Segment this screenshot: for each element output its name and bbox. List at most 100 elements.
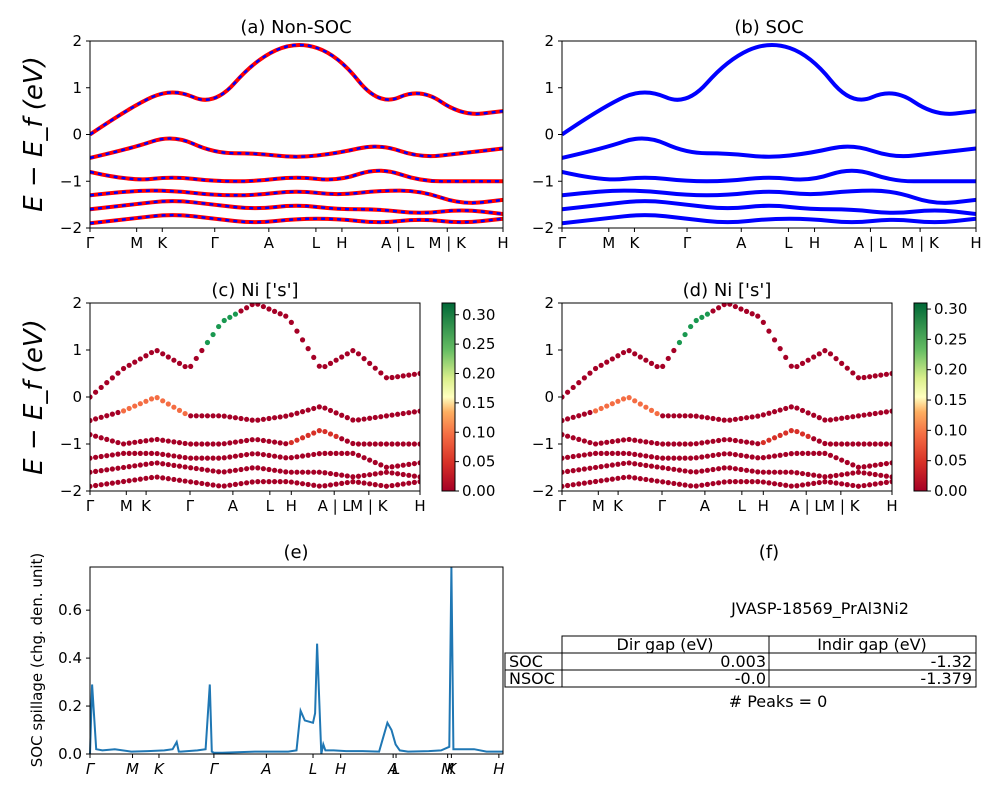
projection-point bbox=[760, 479, 766, 485]
projection-point bbox=[811, 412, 817, 418]
projection-point bbox=[361, 356, 367, 362]
x-tick-label: M bbox=[130, 234, 143, 252]
projection-point bbox=[294, 480, 300, 486]
projection-point bbox=[350, 348, 356, 354]
projection-point bbox=[727, 479, 733, 485]
projection-point bbox=[193, 355, 199, 362]
projection-point bbox=[738, 438, 744, 444]
projection-point bbox=[210, 468, 216, 474]
projection-point bbox=[620, 450, 627, 456]
projection-point bbox=[783, 405, 789, 412]
projection-point bbox=[732, 416, 738, 422]
projection-point bbox=[749, 454, 755, 460]
y-tick-label: 0 bbox=[72, 126, 82, 144]
y-tick-label: 1 bbox=[544, 341, 554, 359]
projection-point bbox=[682, 455, 688, 461]
projection-point bbox=[799, 407, 806, 414]
y-tick-label: 0.2 bbox=[58, 697, 82, 715]
projection-point bbox=[271, 467, 278, 473]
projection-point bbox=[615, 450, 621, 456]
projection-point bbox=[395, 463, 401, 469]
projection-point bbox=[777, 407, 783, 413]
projection-point bbox=[833, 356, 839, 362]
projection-point bbox=[777, 346, 783, 352]
projection-point bbox=[867, 441, 873, 447]
projection-point bbox=[176, 407, 183, 413]
projection-point bbox=[193, 455, 199, 461]
projection-point bbox=[305, 481, 311, 488]
projection-point bbox=[805, 433, 811, 439]
projection-point bbox=[581, 466, 587, 472]
projection-point bbox=[238, 308, 244, 314]
projection-point bbox=[400, 462, 406, 468]
projection-point bbox=[204, 413, 211, 419]
projection-point bbox=[576, 467, 582, 473]
projection-point bbox=[249, 479, 255, 485]
projection-point bbox=[316, 404, 322, 410]
projection-point bbox=[104, 481, 110, 487]
projection-point bbox=[333, 433, 339, 439]
projection-point bbox=[716, 437, 722, 444]
projection-point bbox=[878, 472, 884, 478]
x-tick-label: K bbox=[141, 497, 152, 515]
projection-point bbox=[727, 451, 733, 457]
projection-point bbox=[721, 417, 727, 423]
projection-point bbox=[822, 417, 828, 423]
projection-point bbox=[216, 483, 222, 489]
projection-point bbox=[576, 436, 582, 442]
projection-point bbox=[872, 481, 878, 487]
projection-point bbox=[592, 450, 599, 456]
projection-point bbox=[277, 440, 283, 446]
projection-point bbox=[383, 483, 390, 489]
projection-point bbox=[637, 452, 643, 458]
projection-point bbox=[311, 482, 317, 488]
projection-point bbox=[316, 451, 322, 457]
projection-point bbox=[361, 441, 367, 447]
projection-point bbox=[738, 306, 744, 312]
projection-point bbox=[867, 471, 873, 477]
projection-point bbox=[204, 467, 211, 473]
x-tick-label: A | L bbox=[790, 497, 824, 515]
projection-point bbox=[227, 468, 233, 474]
projection-point bbox=[232, 453, 239, 459]
projection-point bbox=[350, 417, 356, 423]
projection-point bbox=[760, 469, 766, 475]
projection-point bbox=[822, 474, 828, 480]
projection-point bbox=[171, 357, 177, 363]
projection-point bbox=[581, 411, 587, 417]
x-tick-label: A bbox=[260, 760, 271, 778]
projection-point bbox=[126, 362, 132, 368]
panel-c-colorbar-ticks: 0.00 0.05 0.10 0.15 0.20 0.25 0.30 bbox=[455, 306, 495, 500]
projection-point bbox=[221, 469, 227, 475]
projection-point bbox=[660, 441, 666, 447]
projection-point bbox=[400, 373, 406, 379]
projection-point bbox=[833, 480, 839, 486]
table-header-indir: Indir gap (eV) bbox=[817, 635, 927, 654]
projection-point bbox=[693, 455, 699, 461]
projection-point bbox=[238, 438, 244, 444]
projection-point bbox=[316, 428, 322, 434]
projection-point bbox=[411, 473, 418, 479]
projection-point bbox=[721, 303, 727, 308]
projection-point bbox=[417, 460, 420, 466]
projection-point bbox=[878, 441, 884, 447]
projection-point bbox=[389, 412, 395, 418]
projection-point bbox=[232, 439, 239, 445]
projection-point bbox=[738, 479, 744, 485]
projection-point bbox=[216, 413, 222, 419]
table-header-dir: Dir gap (eV) bbox=[617, 635, 714, 654]
projection-point bbox=[109, 466, 115, 472]
projection-point bbox=[632, 475, 638, 481]
x-tick-label: H bbox=[493, 760, 504, 778]
projection-point bbox=[305, 452, 311, 458]
projection-point bbox=[154, 395, 160, 401]
projection-point bbox=[615, 461, 621, 467]
projection-point bbox=[372, 482, 378, 488]
projection-point bbox=[861, 412, 867, 418]
projection-point bbox=[699, 454, 705, 460]
projection-point bbox=[699, 414, 705, 420]
projection-point bbox=[743, 415, 750, 421]
projection-point bbox=[288, 319, 294, 325]
projection-point bbox=[648, 440, 655, 446]
